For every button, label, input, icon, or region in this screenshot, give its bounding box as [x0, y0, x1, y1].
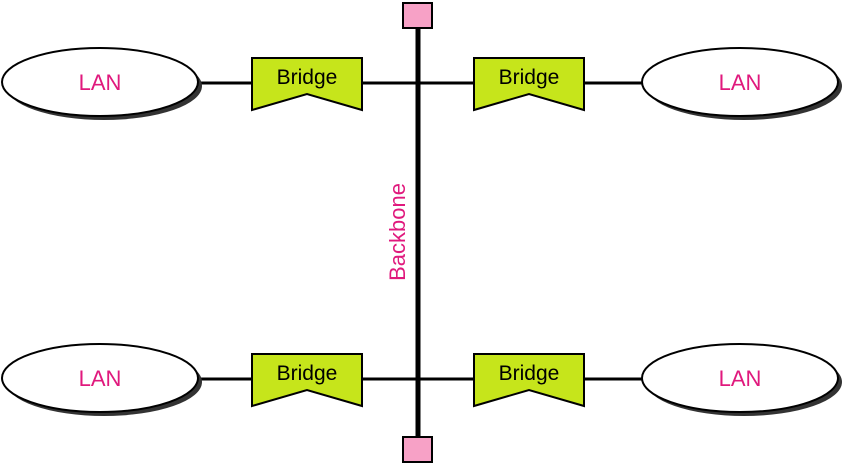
bridge-bottom-left: Bridge: [251, 353, 363, 408]
bridge-label: Bridge: [277, 66, 338, 89]
bridge-label: Bridge: [499, 362, 560, 385]
lan-label: LAN: [79, 70, 122, 95]
lan-label: LAN: [79, 366, 122, 391]
bridge-bottom-right: Bridge: [473, 353, 585, 408]
lan-label: LAN: [719, 70, 762, 95]
terminator-top: [402, 2, 433, 29]
lan-top-left: LAN: [1, 47, 202, 120]
backbone-label: Backbone: [385, 183, 410, 281]
connection-lines: [200, 81, 642, 381]
bridge-label: Bridge: [277, 362, 338, 385]
lan-bottom-right: LAN: [641, 343, 842, 416]
lan-top-right: LAN: [641, 47, 842, 120]
bridge-label: Bridge: [499, 66, 560, 89]
lan-label: LAN: [719, 366, 762, 391]
bridge-top-right: Bridge: [473, 57, 585, 112]
bridge-top-left: Bridge: [251, 57, 363, 112]
lan-bottom-left: LAN: [1, 343, 202, 416]
terminator-bottom: [402, 436, 433, 463]
